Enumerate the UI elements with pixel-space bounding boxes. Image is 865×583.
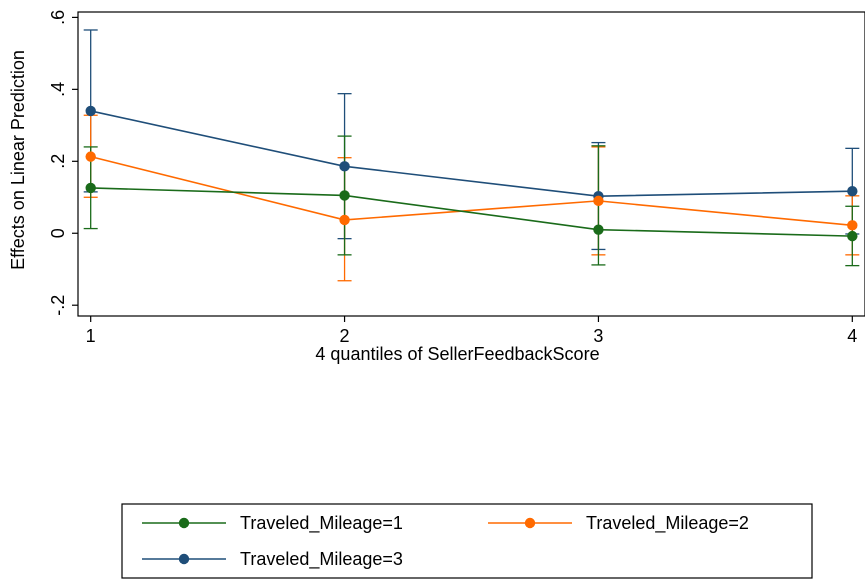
- y-tick-label: .6: [48, 10, 68, 25]
- legend-item-1-label: Traveled_Mileage=1: [240, 513, 403, 534]
- legend-item-2-label: Traveled_Mileage=2: [586, 513, 749, 534]
- y-axis-title: Effects on Linear Prediction: [8, 50, 28, 270]
- series-2-point: [85, 151, 96, 162]
- series-1-point: [85, 182, 96, 194]
- y-tick-label: .2: [48, 154, 68, 169]
- legend-item-1-swatch-marker: [178, 517, 190, 529]
- series-1-point: [339, 190, 350, 201]
- legend-item-2-swatch-marker: [524, 517, 536, 529]
- plot-area: [77, 11, 865, 317]
- x-tick-label: 4: [847, 326, 857, 346]
- data-points: [85, 105, 858, 242]
- series-1-point: [593, 224, 604, 235]
- x-axis-title: 4 quantiles of SellerFeedbackScore: [315, 344, 599, 364]
- legend-item-3-swatch-marker: [178, 553, 190, 565]
- legend-item-3-label: Traveled_Mileage=3: [240, 549, 403, 570]
- legend-box: [121, 503, 813, 579]
- series-1-point: [847, 230, 858, 242]
- series-3-line: [90, 110, 853, 197]
- series-3-point: [847, 185, 858, 197]
- axis-ticks: -.2 0 .2 .4 .6 1 2 3 4: [48, 10, 857, 346]
- legend: Traveled_Mileage=1 Traveled_Mileage=2 Trav…: [121, 503, 813, 579]
- series-2-point: [593, 195, 604, 207]
- series-2-line: [90, 155, 853, 227]
- x-tick-label: 3: [593, 326, 603, 346]
- series-2-point: [339, 214, 350, 226]
- x-tick-label: 2: [340, 326, 350, 346]
- series-2-point: [847, 220, 858, 231]
- plot-frame: [77, 11, 865, 317]
- x-tick-label: 1: [86, 326, 96, 346]
- series-3-point: [339, 161, 350, 172]
- series-3-point: [85, 105, 96, 117]
- y-tick-label: .4: [48, 82, 68, 97]
- y-tick-label: -.2: [48, 295, 68, 316]
- y-tick-label: 0: [48, 228, 68, 238]
- series-1-line: [90, 187, 853, 237]
- series-lines: [90, 110, 853, 237]
